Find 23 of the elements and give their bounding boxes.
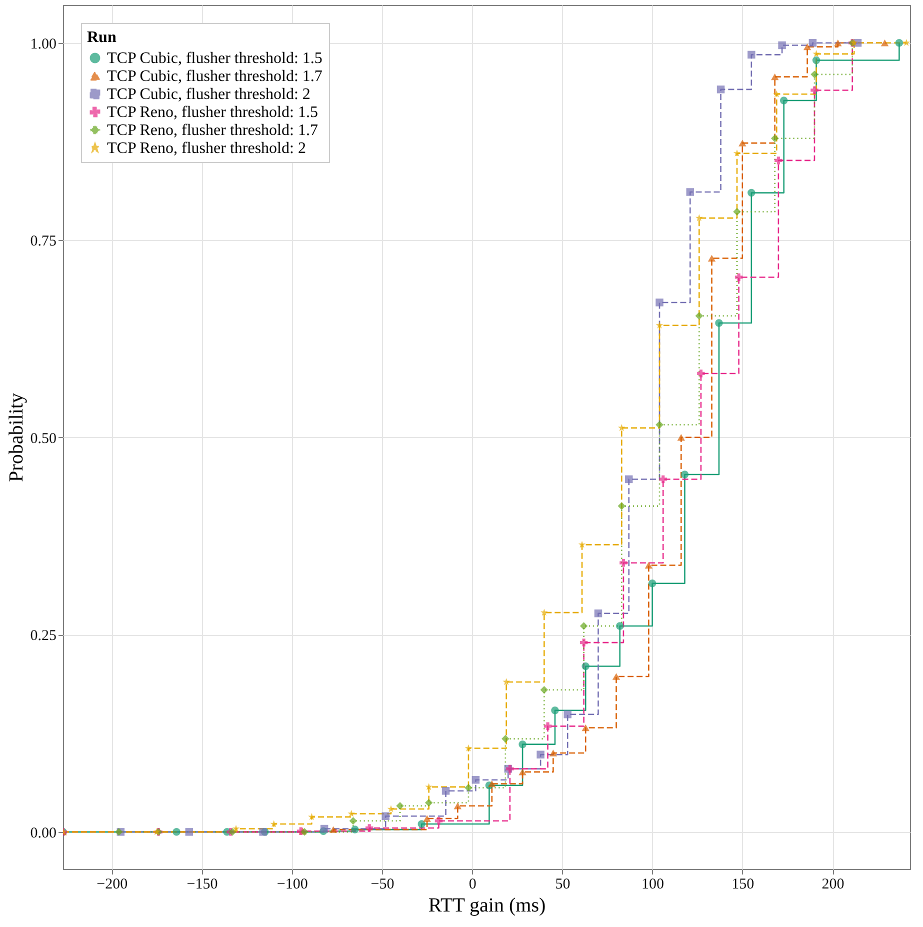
x-tick-label: 50	[555, 876, 570, 892]
x-axis-title: RTT gain (ms)	[428, 894, 546, 916]
legend-label: TCP Reno, flusher threshold: 2	[107, 140, 306, 157]
x-tick-label: 0	[468, 876, 476, 892]
y-tick-label: 0.25	[30, 628, 56, 644]
legend-label: TCP Cubic, flusher threshold: 1.7	[107, 68, 322, 85]
y-tick-label: 1.00	[30, 36, 56, 52]
y-tick-label: 0.50	[30, 430, 56, 447]
x-tick-label: 150	[732, 876, 754, 892]
y-tick-label: 0.75	[30, 234, 56, 250]
legend-label: TCP Cubic, flusher threshold: 1.5	[107, 50, 322, 67]
legend-label: TCP Cubic, flusher threshold: 2	[107, 86, 310, 103]
x-tick-label: 100	[642, 876, 664, 892]
legend-title: Run	[87, 29, 116, 46]
x-tick-label: −100	[276, 876, 308, 892]
y-tick-label: 0.00	[30, 825, 56, 842]
legend-label: TCP Reno, flusher threshold: 1.7	[107, 122, 318, 139]
legend-label: TCP Reno, flusher threshold: 1.5	[107, 104, 318, 121]
x-tick-label: −50	[370, 876, 394, 892]
y-axis-title: Probability	[5, 393, 28, 482]
x-tick-label: −150	[186, 876, 218, 892]
x-tick-label: 200	[822, 876, 844, 892]
x-tick-label: −200	[96, 876, 128, 892]
